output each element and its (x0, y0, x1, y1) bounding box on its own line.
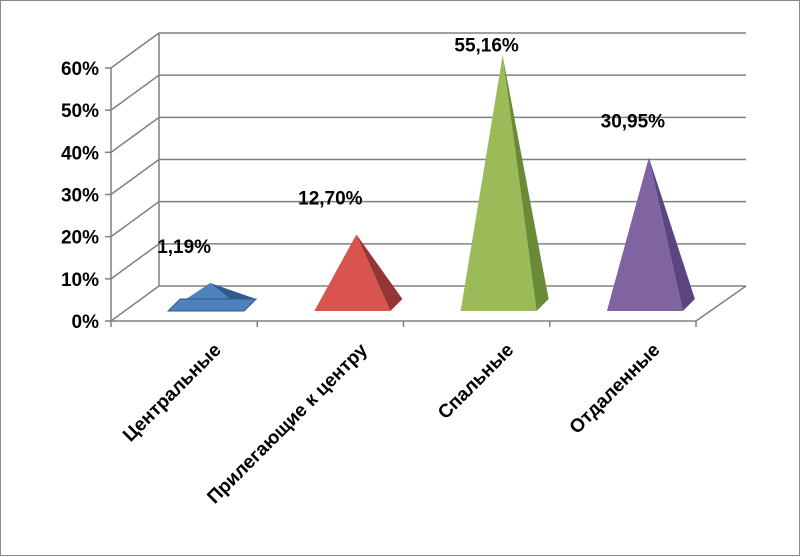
y-tick-label: 10% (61, 270, 99, 291)
y-tick-label: 0% (72, 312, 100, 333)
category-label: Спальные (434, 340, 518, 424)
pyramid-side-face (356, 234, 403, 311)
data-label: 1,19% (157, 237, 211, 258)
y-tick-label: 50% (61, 101, 99, 122)
pyramid-side-face (648, 157, 695, 311)
pyramid-side-face (502, 55, 549, 312)
pyramid-4 (606, 157, 695, 311)
data-label: 30,95% (601, 111, 666, 132)
pyramid-3 (460, 55, 549, 312)
category-label: Центральные (119, 340, 226, 447)
pyramid-2 (314, 234, 403, 311)
floor-right-edge (695, 285, 747, 322)
category-label: Прилегающие к центру (203, 339, 372, 508)
gridline-diagonal (110, 158, 160, 196)
gridline-diagonal (110, 243, 160, 280)
y-axis-ticks: 0% 10% 20% 30% 40% 50% 60% (61, 59, 99, 333)
gridline-diagonal (110, 201, 160, 238)
pyramid-front-face (606, 157, 683, 311)
gridline-diagonal (110, 74, 160, 111)
data-label: 12,70% (298, 188, 363, 209)
category-label: Отдаленные (566, 340, 665, 439)
gridline-diagonal (110, 116, 160, 153)
gridlines (105, 32, 746, 327)
data-label: 55,16% (454, 35, 519, 56)
series-pyramids (166, 55, 695, 312)
gridline-diagonal (110, 285, 160, 322)
y-tick-label: 60% (61, 59, 99, 80)
y-tick-label: 30% (61, 186, 99, 207)
pyramid-front-face (314, 234, 391, 311)
y-tick-label: 40% (61, 143, 99, 164)
data-labels: 1,19% 12,70% 55,16% 30,95% (157, 35, 665, 258)
pyramid-1 (166, 282, 258, 312)
pyramid-base (166, 298, 258, 312)
gridline-diagonal (110, 32, 160, 69)
y-tick-label: 20% (61, 228, 99, 249)
pyramid-front-face (460, 55, 537, 312)
